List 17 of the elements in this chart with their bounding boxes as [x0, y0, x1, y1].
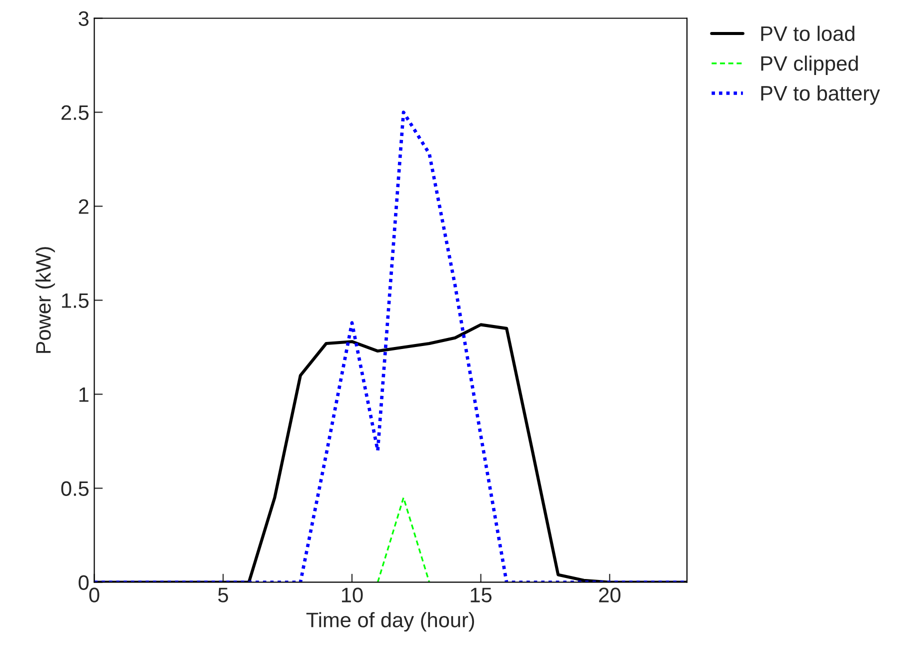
- y-tick-label: 2: [78, 199, 88, 214]
- x-tick-label: 10: [342, 588, 363, 602]
- y-tick-label: 1.5: [62, 293, 89, 308]
- y-axis-title: Power (kW): [35, 247, 55, 353]
- x-axis-title: Time of day (hour): [306, 612, 474, 632]
- y-tick-label: 1: [79, 387, 88, 402]
- x-tick-label: 20: [599, 588, 620, 602]
- y-tick-label: 0.5: [61, 481, 89, 496]
- legend-label: PV clipped: [761, 56, 858, 75]
- y-tick-label: 0: [78, 575, 89, 590]
- x-tick-label: 15: [470, 588, 492, 602]
- x-tick-label: 5: [218, 588, 228, 602]
- y-tick-label: 2.5: [62, 105, 89, 120]
- legend-label: PV to battery: [761, 85, 880, 105]
- legend-label: PV to load: [761, 26, 854, 42]
- y-tick-label: 3: [78, 11, 89, 26]
- x-tick-label: 0: [89, 588, 100, 602]
